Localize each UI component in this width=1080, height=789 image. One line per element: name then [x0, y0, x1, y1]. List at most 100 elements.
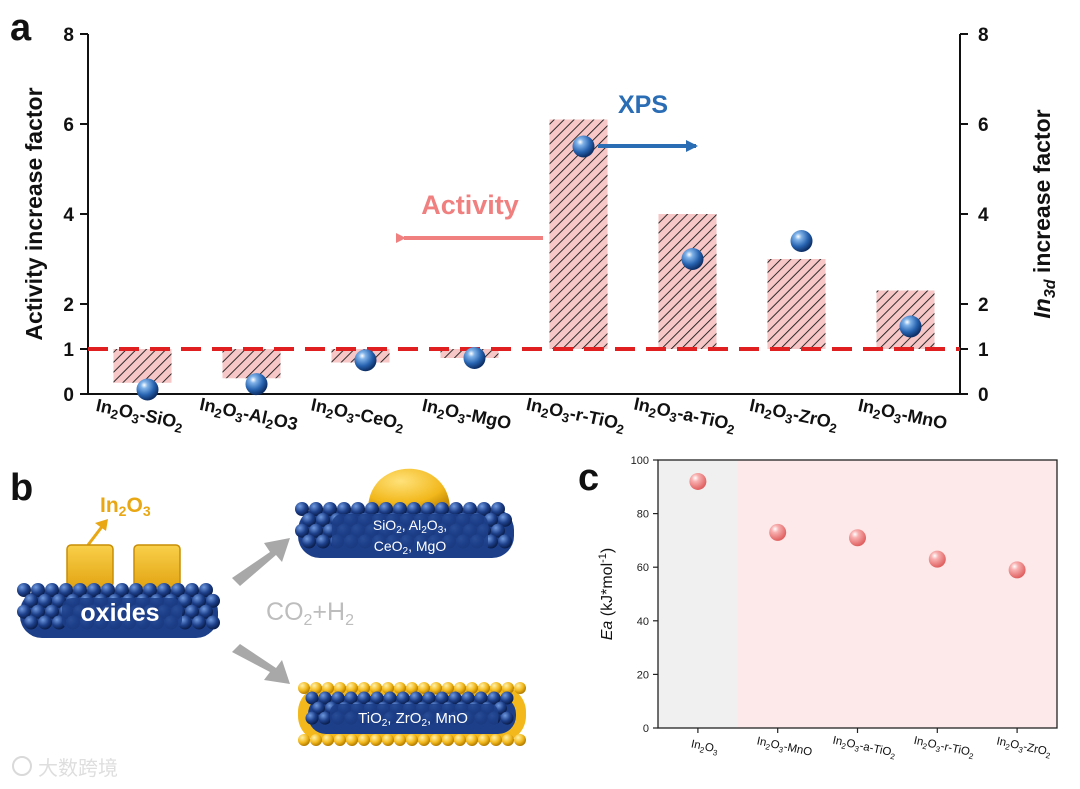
support-atom — [463, 502, 477, 516]
right-tick-label: 4 — [978, 205, 989, 226]
gold-atom — [334, 682, 346, 694]
support-atom — [461, 691, 475, 705]
gold-atom — [418, 734, 430, 746]
gold-atom — [430, 682, 442, 694]
top-support-label-bg — [332, 514, 488, 556]
support-atom — [498, 534, 512, 549]
left-tick-label: 6 — [63, 115, 74, 136]
gold-atom — [514, 682, 526, 694]
category-label: In2O3-MgO — [420, 395, 513, 436]
gold-atom — [490, 734, 502, 746]
c-tick-label: 40 — [637, 616, 649, 628]
right-tick-label: 8 — [978, 25, 989, 46]
watermark: 大数跨境 — [12, 756, 118, 780]
ea-points — [689, 472, 1026, 579]
activity-bar — [767, 259, 826, 349]
panel-b-letter: b — [10, 467, 33, 509]
ea-point — [769, 523, 787, 541]
supported-region — [738, 460, 1057, 728]
ea-point — [1008, 561, 1026, 579]
top-support — [295, 502, 514, 558]
gold-atom — [358, 682, 370, 694]
gold-atom — [298, 734, 310, 746]
watermark-text: 大数跨境 — [38, 757, 118, 780]
panel-b: b In2O3 oxides CO2+H2 SiO2, Al2O3, CeO2,… — [10, 467, 526, 780]
category-label: In2O3-a-TiO2 — [631, 394, 737, 438]
ea-point — [928, 550, 946, 568]
support-atom — [409, 691, 423, 705]
oxide-atom — [185, 583, 199, 597]
oxide-atom — [199, 583, 213, 597]
oxide-atom — [24, 615, 38, 630]
right-tick-label: 2 — [978, 295, 989, 316]
support-atom — [500, 691, 514, 705]
oxide-atom — [38, 615, 52, 630]
oxide-atom — [73, 583, 87, 597]
gold-atom — [406, 734, 418, 746]
oxides-label: oxides — [80, 599, 159, 627]
category-label: In2O3-MnO — [856, 395, 949, 436]
gold-atom — [322, 734, 334, 746]
activity-annotation: Activity — [421, 190, 519, 220]
oxides-label-bg — [62, 598, 182, 630]
gold-atom — [430, 734, 442, 746]
xps-point — [245, 373, 268, 396]
activity-bar — [549, 119, 608, 349]
xps-point — [899, 315, 922, 338]
gold-atom — [358, 734, 370, 746]
left-ticks: 0 1 2 4 6 8 — [63, 25, 88, 406]
xps-point — [572, 135, 595, 158]
support-atom — [305, 691, 319, 705]
support-atom — [449, 502, 463, 516]
oxide-atom — [206, 615, 220, 630]
gold-atom — [382, 682, 394, 694]
gold-atom — [418, 682, 430, 694]
c-tick-label: 60 — [637, 562, 649, 574]
c-axis-title: Ea (kJ*mol-1) — [597, 548, 616, 640]
c-category-label: In2O3-a-TiO2 — [831, 735, 897, 762]
support-atom — [435, 691, 449, 705]
oxide-atom — [157, 583, 171, 597]
support-atom — [316, 512, 330, 527]
gold-atom — [370, 682, 382, 694]
left-tick-label: 8 — [63, 25, 74, 46]
category-label: In2O3-SiO2 — [94, 395, 186, 436]
oxide-atom — [101, 583, 115, 597]
gold-atom — [466, 734, 478, 746]
support-atom — [318, 691, 332, 705]
panel-a: a 0 1 2 4 6 8 0 1 2 4 6 8 Activity increase factor… — [10, 7, 1059, 438]
bottom-support-label-bg — [330, 704, 498, 730]
activity-bars — [113, 119, 935, 383]
c-ticks: 0 20 40 60 80 100 — [631, 455, 658, 735]
left-axis-title: Activity increase factor — [21, 87, 47, 340]
c-category-labels: In2O3 In2O3-MnO In2O3-a-TiO2 In2O3-r-TiO2 In… — [689, 728, 1052, 762]
support-atom — [323, 502, 337, 516]
gold-atom — [442, 682, 454, 694]
support-atom — [448, 691, 462, 705]
gold-atom — [346, 734, 358, 746]
oxide-atom — [185, 604, 199, 619]
in2o3-pointer-head — [95, 519, 108, 531]
oxide-atom — [31, 604, 45, 619]
support-atom — [487, 691, 501, 705]
panel-c-letter: c — [578, 457, 599, 499]
c-category-label: In2O3 — [689, 738, 719, 758]
xps-annotation: XPS — [618, 91, 668, 119]
oxide-atom — [143, 583, 157, 597]
arrow-down-icon — [232, 644, 290, 684]
left-tick-label: 0 — [63, 385, 74, 406]
xps-point — [354, 349, 377, 372]
support-atom — [357, 691, 371, 705]
oxide-atom — [45, 583, 59, 597]
c-tick-label: 80 — [637, 509, 649, 521]
support-atom — [302, 534, 316, 549]
bottom-support-label: TiO2, ZrO2, MnO — [358, 710, 468, 729]
right-ticks: 0 1 2 4 6 8 — [960, 25, 989, 406]
c-category-label: In2O3-r-TiO2 — [912, 735, 976, 762]
right-axis-title: In3d increase factor — [1029, 109, 1059, 318]
ea-point — [689, 472, 707, 490]
activity-bar — [658, 214, 717, 349]
category-label: In2O3-Al2O3 — [197, 394, 299, 437]
category-label: In2O3-ZrO2 — [747, 395, 840, 436]
